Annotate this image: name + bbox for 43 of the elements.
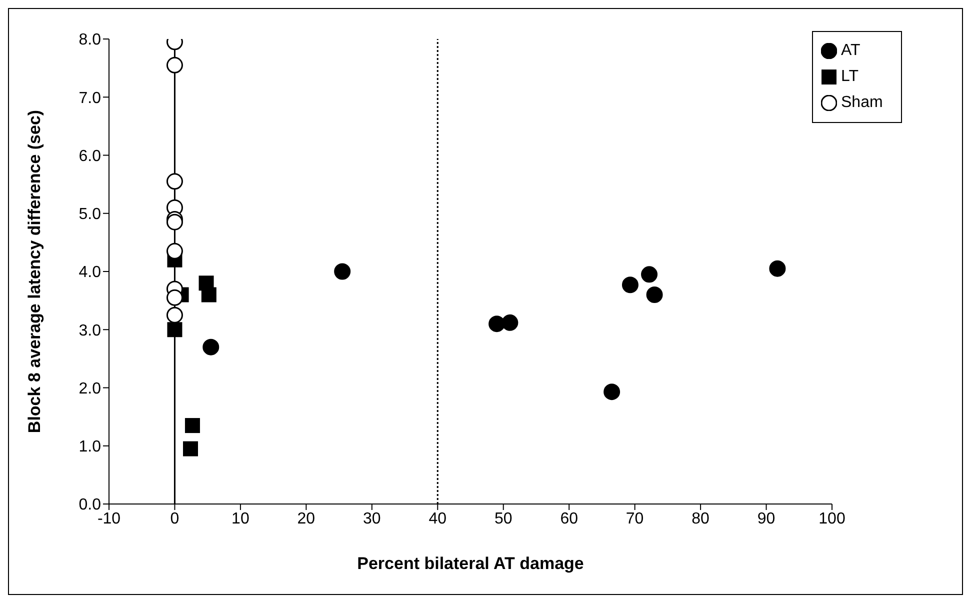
- y-tick-label: 8.0: [78, 32, 102, 49]
- point: [166, 173, 183, 190]
- y-tick-label: 3.0: [78, 322, 102, 340]
- point: [334, 263, 351, 280]
- legend-label: LT: [841, 68, 858, 86]
- point: [488, 316, 506, 332]
- x-tick-label: 0: [170, 510, 180, 528]
- x-tick-label: 100: [818, 510, 846, 528]
- point: [167, 322, 182, 338]
- x-tick-label: 20: [297, 510, 316, 528]
- legend-label: Sham: [841, 94, 883, 112]
- x-tick-label: 90: [757, 510, 776, 528]
- y-tick-label: 4.0: [78, 264, 102, 282]
- x-tick-label: 50: [494, 510, 512, 528]
- point: [201, 287, 216, 302]
- x-tick-label: 60: [560, 510, 578, 528]
- point: [166, 56, 183, 74]
- x-axis-title: Percent bilateral AT damage: [357, 554, 584, 573]
- y-tick-label: 7.0: [78, 90, 102, 107]
- point: [641, 266, 658, 283]
- point: [184, 418, 200, 434]
- point: [166, 306, 183, 324]
- x-tick-label: 80: [692, 510, 710, 528]
- point: [166, 289, 183, 306]
- point: [604, 384, 620, 400]
- y-tick-label: 1.0: [78, 438, 102, 456]
- point: [769, 260, 786, 277]
- x-tick-label: 40: [428, 510, 447, 528]
- point: [502, 314, 518, 331]
- point: [166, 242, 183, 260]
- point: [202, 338, 220, 356]
- y-axis-title: Block 8 average latency difference (sec): [25, 110, 44, 434]
- point: [622, 276, 638, 294]
- y-tick-label: 2.0: [78, 380, 102, 398]
- x-tick-label: 10: [232, 510, 250, 528]
- y-tick-label: 6.0: [78, 148, 102, 165]
- x-tick-label: 30: [363, 510, 381, 528]
- x-tick-label: 70: [626, 510, 644, 528]
- legend-label: AT: [841, 42, 860, 60]
- y-tick-label: 5.0: [78, 206, 102, 224]
- point: [183, 441, 198, 456]
- point: [646, 286, 663, 303]
- point: [166, 214, 183, 230]
